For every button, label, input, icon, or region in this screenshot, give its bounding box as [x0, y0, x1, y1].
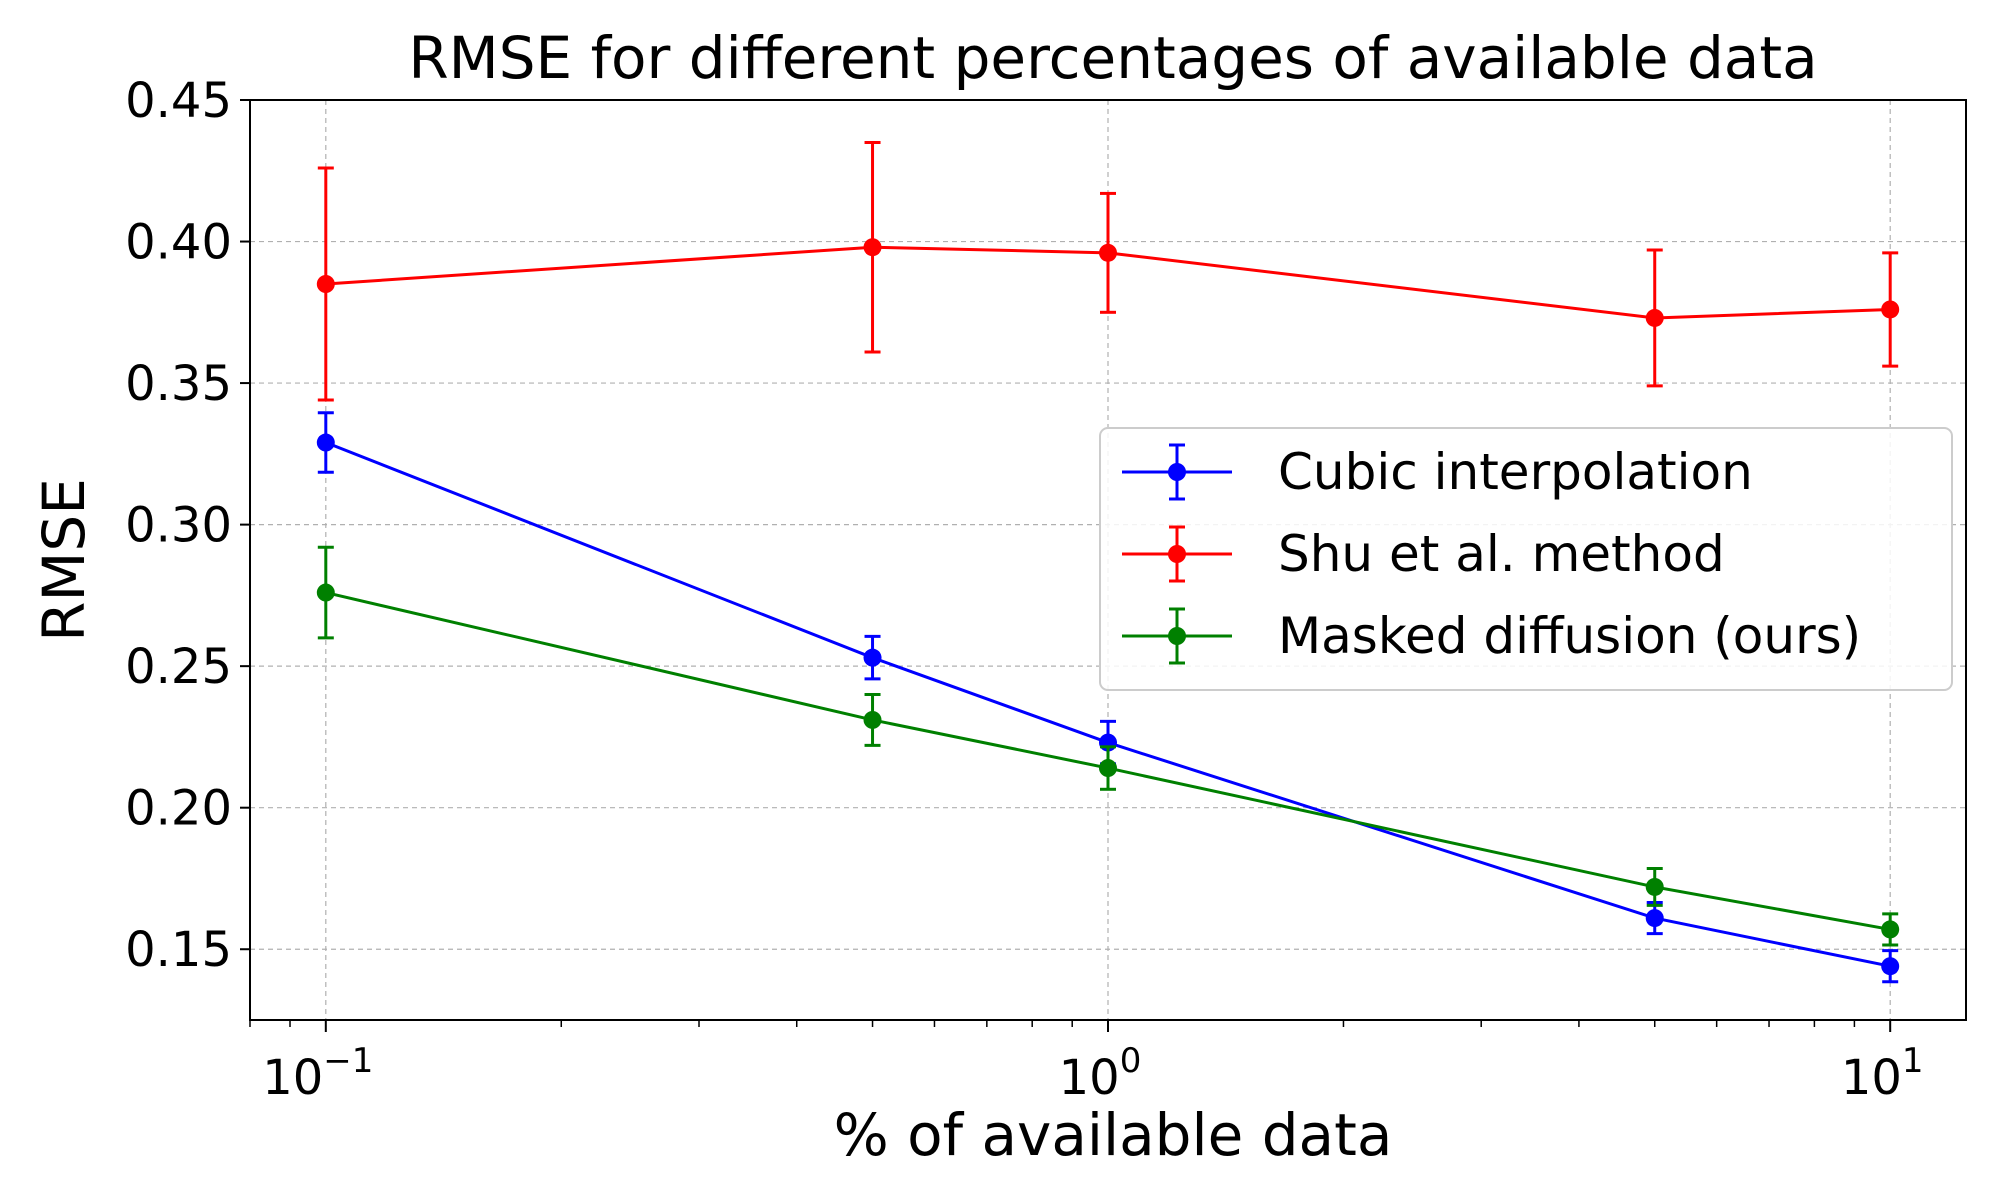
data-point	[316, 433, 335, 452]
x-tick-label-base: 10	[262, 1050, 323, 1106]
y-axis-label: RMSE	[30, 478, 98, 642]
x-tick-label-exponent: 1	[1902, 1041, 1924, 1081]
y-tick-label: 0.25	[125, 639, 232, 695]
legend-marker	[1168, 627, 1186, 645]
legend-label: Cubic interpolation	[1278, 443, 1753, 501]
data-point	[1881, 300, 1900, 319]
legend-marker	[1168, 545, 1186, 563]
data-point	[316, 275, 335, 293]
data-point	[1645, 877, 1664, 896]
y-tick-label: 0.35	[125, 356, 232, 412]
legend: Cubic interpolation Shu et al. method Mask…	[1099, 427, 1953, 691]
data-point	[863, 238, 882, 257]
x-tick-label: 100	[1059, 1041, 1142, 1106]
data-point	[863, 648, 882, 667]
y-tick-label: 0.20	[125, 781, 232, 837]
x-tick-label-base: 10	[1059, 1050, 1120, 1106]
x-tick-label-exponent: −1	[323, 1041, 373, 1081]
x-axis-label: % of available data	[834, 1101, 1393, 1169]
y-tick-label: 0.30	[125, 498, 232, 554]
y-tick-label: 0.15	[125, 922, 232, 978]
legend-marker	[1168, 463, 1186, 481]
y-axis: 0.15 0.20 0.25 0.30 0.35 0.40 0.45	[125, 73, 250, 978]
legend-box	[1099, 427, 1953, 691]
x-tick-label: 101	[1841, 1041, 1924, 1106]
series-layer	[316, 140, 1900, 984]
y-tick-label: 0.45	[125, 73, 232, 129]
y-tick-label: 0.40	[125, 215, 232, 271]
data-point	[863, 710, 882, 729]
x-tick-label-base: 10	[1841, 1050, 1902, 1106]
data-point	[1099, 243, 1117, 262]
data-point	[1881, 957, 1900, 976]
data-point	[316, 583, 335, 602]
data-point	[1645, 909, 1664, 928]
legend-label: Shu et al. method	[1278, 525, 1725, 583]
data-point	[1645, 308, 1664, 327]
chart-title: RMSE for different percentages of availa…	[408, 24, 1817, 92]
plot-frame	[249, 99, 1967, 1021]
x-tick-label: 10−1	[262, 1041, 373, 1106]
x-tick-label-exponent: 0	[1120, 1041, 1142, 1081]
x-axis: 10−1 100 101	[249, 1020, 1924, 1106]
data-point	[1099, 759, 1117, 778]
data-point	[1881, 920, 1900, 939]
legend-label: Masked diffusion (ours)	[1278, 607, 1861, 665]
